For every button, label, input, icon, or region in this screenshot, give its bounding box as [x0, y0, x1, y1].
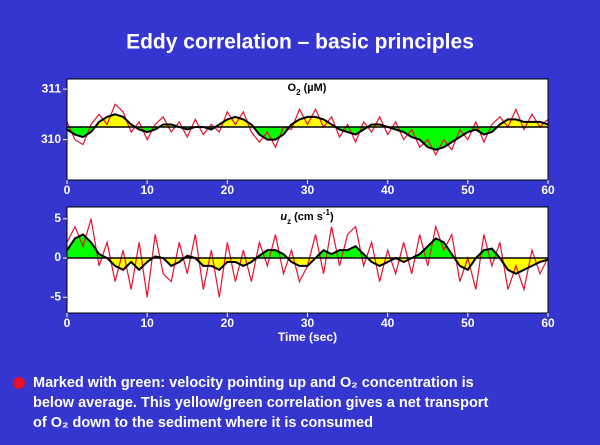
bullet-line: Marked with green: velocity pointing up …: [33, 375, 474, 391]
x-tick-label: 10: [140, 316, 154, 330]
area-above: [95, 114, 548, 127]
x-tick-label: 60: [541, 183, 555, 197]
x-tick-label: 0: [64, 183, 71, 197]
y-tick-label: 0: [54, 250, 61, 264]
chart-label: O2 (µM): [288, 82, 327, 97]
x-tick-label: 40: [381, 183, 395, 197]
x-tick-label: 30: [301, 316, 315, 330]
slide-title: Eddy correlation – basic principles: [126, 31, 474, 54]
x-tick-label: 60: [541, 316, 555, 330]
bullet-line: below average. This yellow/green correla…: [33, 395, 488, 411]
x-tick-label: 30: [301, 183, 315, 197]
y-tick-label: 5: [54, 211, 61, 225]
y-tick-label: 311: [42, 81, 62, 95]
bullet-dot: [13, 377, 25, 389]
y-tick-label: -5: [50, 289, 61, 303]
x-tick-label: 0: [64, 316, 71, 330]
x-tick-label: 50: [461, 183, 475, 197]
x-axis-label: Time (sec): [278, 330, 337, 344]
x-tick-label: 40: [381, 316, 395, 330]
area-below: [107, 258, 548, 274]
bullet-line: of O₂ down to the sediment where it is c…: [33, 415, 373, 431]
raw-line: [66, 103, 549, 157]
x-tick-label: 20: [221, 183, 235, 197]
y-tick-label: 310: [41, 132, 61, 146]
smoothed-line: [66, 233, 549, 275]
x-tick-label: 10: [140, 183, 154, 197]
area-below: [67, 126, 548, 150]
x-tick-label: 20: [221, 316, 235, 330]
smoothed-line: [66, 113, 549, 151]
x-tick-label: 50: [461, 316, 475, 330]
chart-label: uz (cm s-1): [280, 208, 334, 226]
area-above: [67, 234, 548, 259]
